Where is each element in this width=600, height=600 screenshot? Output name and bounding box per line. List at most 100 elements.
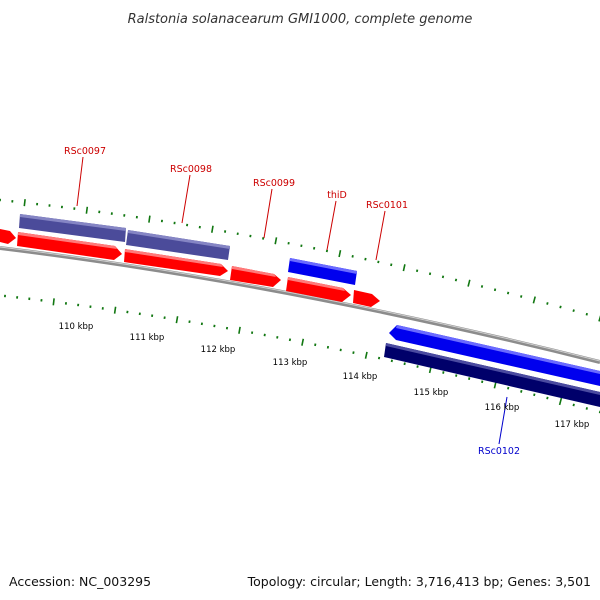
- outer-tick-minor: [480, 285, 484, 288]
- inner-tick-minor: [455, 374, 458, 377]
- outer-tick-minor: [377, 260, 380, 264]
- gene-label-thiD[interactable]: thiD: [327, 190, 347, 201]
- gene-arrow-left-edge[interactable]: [0, 229, 16, 244]
- kbp-label-110: 110 kbp: [59, 322, 94, 332]
- kbp-label-116: 116 kbp: [485, 403, 520, 413]
- inner-tick-minor: [520, 389, 523, 393]
- outer-tick-ring: [0, 198, 600, 322]
- inner-tick-major: [175, 316, 179, 324]
- outer-tick-minor: [428, 272, 432, 276]
- outer-tick-major: [23, 199, 26, 207]
- gene-block-RSc0102-dark-shine: [386, 343, 600, 395]
- gene-block-RSc0102-dark[interactable]: [384, 343, 600, 407]
- outer-tick-major: [598, 315, 600, 322]
- kbp-label-117: 117 kbp: [555, 420, 590, 430]
- inner-tick-major: [301, 338, 305, 346]
- inner-tick-minor: [585, 407, 588, 410]
- inner-tick-major: [52, 298, 55, 306]
- gene-label-RSc0101[interactable]: RSc0101: [366, 200, 408, 211]
- gene-arrow-RSc0101[interactable]: [353, 290, 380, 307]
- gene-label-RSc0098[interactable]: RSc0098: [170, 164, 212, 175]
- leader-line-RSc0101: [375, 210, 386, 261]
- inner-tick-minor: [533, 393, 536, 397]
- leader-line-RSc0098: [181, 174, 191, 224]
- gene-arrow-RSc0099-shine: [232, 266, 276, 277]
- inner-tick-minor: [481, 380, 484, 384]
- inner-tick-minor: [352, 351, 355, 354]
- outer-tick-major: [211, 225, 214, 233]
- gene-arrow-thiD[interactable]: [286, 277, 351, 302]
- outer-tick-minor: [441, 275, 445, 279]
- gene-arrow-RSc0102[interactable]: [389, 325, 600, 386]
- inner-tick-minor: [288, 338, 292, 342]
- gene-block-thiD-reverse[interactable]: [288, 258, 357, 285]
- inner-tick-minor: [403, 362, 406, 366]
- gene-arrow-RSc0098-shine: [125, 249, 223, 267]
- kbp-label-111: 111 kbp: [130, 333, 165, 343]
- kbp-label-112: 112 kbp: [201, 345, 236, 355]
- cds-block-RSc0098-shine: [128, 230, 230, 249]
- outer-tick-minor: [559, 305, 562, 309]
- gene-arrow-RSc0097-shine: [18, 232, 117, 249]
- outer-tick-minor: [454, 278, 458, 282]
- kbp-label-115: 115 kbp: [414, 388, 449, 398]
- gene-label-RSc0102[interactable]: RSc0102: [478, 446, 520, 457]
- inner-tick-minor: [546, 396, 549, 400]
- inner-tick-major: [113, 306, 117, 314]
- inner-tick-minor: [468, 377, 471, 381]
- inner-tick-ring: [4, 294, 600, 414]
- outer-tick-minor: [415, 269, 419, 273]
- outer-tick-major: [338, 250, 342, 258]
- kbp-label-113: 113 kbp: [273, 358, 308, 368]
- outer-tick-minor: [390, 263, 393, 267]
- inner-tick-major: [558, 397, 563, 406]
- outer-tick-minor: [351, 255, 354, 258]
- inner-tick-minor: [390, 359, 393, 363]
- leader-line-RSc0099: [263, 188, 273, 239]
- inner-tick-minor: [442, 371, 445, 374]
- leader-line-RSc0097: [76, 156, 84, 207]
- outer-tick-minor: [493, 288, 497, 292]
- cds-block-RSc0098[interactable]: [126, 230, 230, 260]
- outer-tick-minor: [585, 312, 588, 316]
- gene-arrow-RSc0102-shine: [396, 325, 600, 374]
- leader-line-RSc0102: [498, 396, 508, 445]
- cds-block-RSc0097[interactable]: [19, 214, 126, 242]
- outer-tick-minor: [364, 257, 367, 261]
- inner-tick-minor: [377, 356, 381, 360]
- genome-backbone-highlight: [0, 246, 600, 362]
- inner-tick-minor: [507, 386, 510, 390]
- outer-tick-minor: [313, 246, 316, 250]
- genome-backbone: [0, 246, 600, 364]
- gene-label-RSc0099[interactable]: RSc0099: [253, 178, 295, 189]
- outer-tick-minor: [506, 291, 510, 295]
- inner-tick-minor: [326, 345, 330, 349]
- outer-tick-major: [274, 237, 278, 245]
- outer-tick-minor: [325, 249, 329, 253]
- kbp-label-114: 114 kbp: [343, 372, 378, 382]
- cds-block-RSc0097-shine: [20, 214, 126, 231]
- outer-tick-major: [402, 264, 406, 272]
- accession-text: Accession: NC_003295: [9, 574, 151, 589]
- inner-tick-minor: [314, 343, 317, 347]
- map-title: Ralstonia solanacearum GMI1000, complete…: [128, 12, 473, 27]
- inner-tick-major: [364, 351, 368, 359]
- outer-tick-minor: [546, 302, 549, 305]
- outer-tick-major: [467, 279, 471, 287]
- gene-block-thiD-reverse-shine: [290, 258, 357, 274]
- inner-tick-minor: [572, 403, 575, 407]
- outer-tick-major: [85, 206, 89, 214]
- outer-tick-major: [532, 296, 536, 304]
- gene-label-RSc0097[interactable]: RSc0097: [64, 146, 106, 157]
- inner-tick-minor: [416, 365, 419, 368]
- gene-arrow-RSc0099[interactable]: [230, 266, 281, 287]
- inner-tick-major: [238, 326, 241, 334]
- gene-arrow-RSc0097[interactable]: [17, 232, 122, 260]
- outer-tick-minor: [572, 309, 575, 313]
- outer-tick-minor: [262, 237, 265, 240]
- outer-tick-minor: [520, 295, 523, 298]
- gene-arrow-thiD-shine: [288, 277, 345, 291]
- outer-tick-major: [148, 215, 151, 223]
- leader-line-thiD: [326, 200, 337, 251]
